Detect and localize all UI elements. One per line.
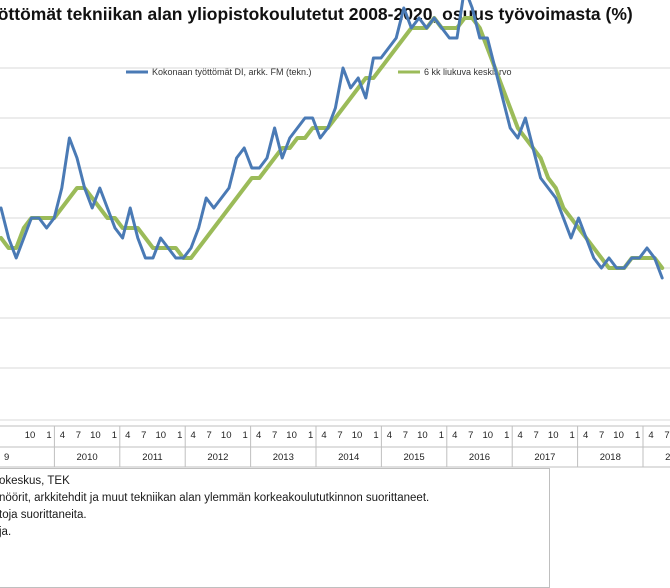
note-line-scope: toja suorittaneita. xyxy=(0,509,87,521)
month-tick-label: 4 xyxy=(518,430,523,441)
month-tick-label: 10 xyxy=(221,430,232,441)
month-tick-label: 1 xyxy=(373,430,378,441)
month-tick-label: 10 xyxy=(25,430,36,441)
month-tick-label: 1 xyxy=(243,430,248,441)
legend-label-avg: 6 kk liukuva keskiarvo xyxy=(424,67,512,77)
month-tick-label: 7 xyxy=(272,430,277,441)
chart-legend: Kokonaan työttömät DI, arkk. FM (tekn.) … xyxy=(126,67,512,77)
month-tick-label: 10 xyxy=(548,430,559,441)
month-tick-label: 10 xyxy=(613,430,624,441)
month-tick-label: 10 xyxy=(286,430,297,441)
x-axis: 10 1 4 7 10 1 4 7 10 1 4 7 10 1 4 7 10 1 4 7 10 1 4 7 10 1 4 7 10 1 4 7… xyxy=(0,425,670,468)
month-tick-label: 7 xyxy=(599,430,604,441)
month-tick-label: 7 xyxy=(207,430,212,441)
note-line-source: okeskus, TEK xyxy=(0,475,70,487)
month-tick-label: 1 xyxy=(46,430,51,441)
year-label: 2019 xyxy=(665,452,670,463)
month-tick-label: 10 xyxy=(156,430,167,441)
notes-box: okeskus, TEK nöörit, arkkitehdit ja muut… xyxy=(0,468,550,588)
month-tick-label: 7 xyxy=(337,430,342,441)
month-tick-label: 4 xyxy=(452,430,457,441)
month-tick-label: 4 xyxy=(256,430,261,441)
month-tick-label: 4 xyxy=(125,430,130,441)
year-label: 2014 xyxy=(338,452,359,463)
month-tick-label: 1 xyxy=(635,430,640,441)
series-layer xyxy=(0,0,665,280)
year-label: 2017 xyxy=(534,452,555,463)
month-tick-label: 7 xyxy=(534,430,539,441)
note-line-definition: nöörit, arkkitehdit ja muut tekniikan al… xyxy=(0,492,430,504)
year-label: 9 xyxy=(4,452,9,463)
month-tick-label: 1 xyxy=(570,430,575,441)
month-tick-label: 7 xyxy=(403,430,408,441)
month-tick-label: 1 xyxy=(112,430,117,441)
month-tick-label: 1 xyxy=(439,430,444,441)
month-tick-label: 7 xyxy=(141,430,146,441)
month-tick-label: 1 xyxy=(177,430,182,441)
month-tick-label: 10 xyxy=(352,430,363,441)
month-tick-label: 7 xyxy=(76,430,81,441)
month-tick-label: 10 xyxy=(483,430,494,441)
year-label: 2012 xyxy=(207,452,228,463)
month-tick-label: 4 xyxy=(583,430,588,441)
series-line-moving-average xyxy=(0,16,665,270)
month-tick-label: 7 xyxy=(664,430,669,441)
month-tick-label: 7 xyxy=(468,430,473,441)
month-tick-label: 4 xyxy=(387,430,392,441)
month-tick-label: 1 xyxy=(308,430,313,441)
year-label: 2016 xyxy=(469,452,490,463)
chart-canvas: Kokonaan työttömät DI, arkk. FM (tekn.) … xyxy=(0,0,670,468)
month-tick-label: 4 xyxy=(60,430,65,441)
month-tick-label: 10 xyxy=(417,430,428,441)
year-label: 2018 xyxy=(600,452,621,463)
year-label: 2010 xyxy=(77,452,98,463)
note-line-extra: ja. xyxy=(0,526,12,538)
year-label: 2013 xyxy=(273,452,294,463)
year-label: 2015 xyxy=(404,452,425,463)
month-tick-label: 4 xyxy=(648,430,653,441)
month-tick-label: 10 xyxy=(90,430,101,441)
year-label: 2011 xyxy=(142,452,162,463)
month-tick-label: 4 xyxy=(191,430,196,441)
month-tick-label: 1 xyxy=(504,430,509,441)
legend-label-raw: Kokonaan työttömät DI, arkk. FM (tekn.) xyxy=(152,67,312,77)
month-tick-label: 4 xyxy=(321,430,326,441)
series-line-unemployed xyxy=(0,0,664,280)
